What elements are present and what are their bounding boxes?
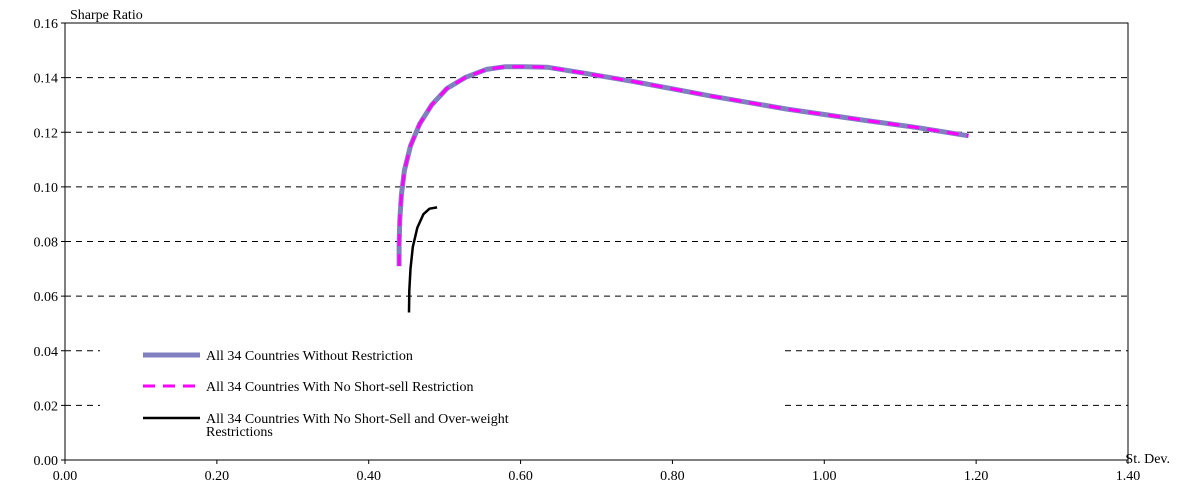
axes: 0.00 0.02 0.04 0.06 0.08 0.10 0.12 0.14 0.16 0.00… [34,8,1171,484]
x-tick-label: 0.00 [53,469,78,484]
y-tick-label: 0.10 [34,181,59,196]
series-line-1 [396,64,969,267]
legend-label-2: All 34 Countries With No Short-sell Rest… [206,380,474,395]
y-axis-label: Sharpe Ratio [70,8,143,23]
y-tick-label: 0.02 [34,399,59,414]
x-tick-label: 0.40 [356,469,381,484]
y-tick-label: 0.16 [34,17,59,32]
legend: All 34 Countries Without Restriction All … [143,349,509,440]
series-line-2 [397,65,969,267]
series-lines [396,64,969,313]
y-tick-label: 0.14 [34,72,59,87]
series-line-3 [407,206,438,313]
x-tick-label: 0.80 [660,469,685,484]
y-tick-label: 0.06 [34,290,59,305]
legend-label-1: All 34 Countries Without Restriction [206,349,413,364]
y-tick-label: 0.04 [34,345,59,360]
x-tick-label: 1.20 [964,469,989,484]
x-axis-label: St. Dev. [1125,452,1170,467]
x-tick-label: 1.00 [812,469,837,484]
y-tick-label: 0.08 [34,236,59,251]
x-tick-label: 1.40 [1116,469,1141,484]
y-tick-label: 0.12 [34,126,59,141]
legend-label-3: All 34 Countries With No Short-Sell and … [206,412,509,440]
x-tick-label: 0.20 [205,469,230,484]
x-tick-label: 0.60 [508,469,533,484]
y-tick-label: 0.00 [34,454,59,469]
